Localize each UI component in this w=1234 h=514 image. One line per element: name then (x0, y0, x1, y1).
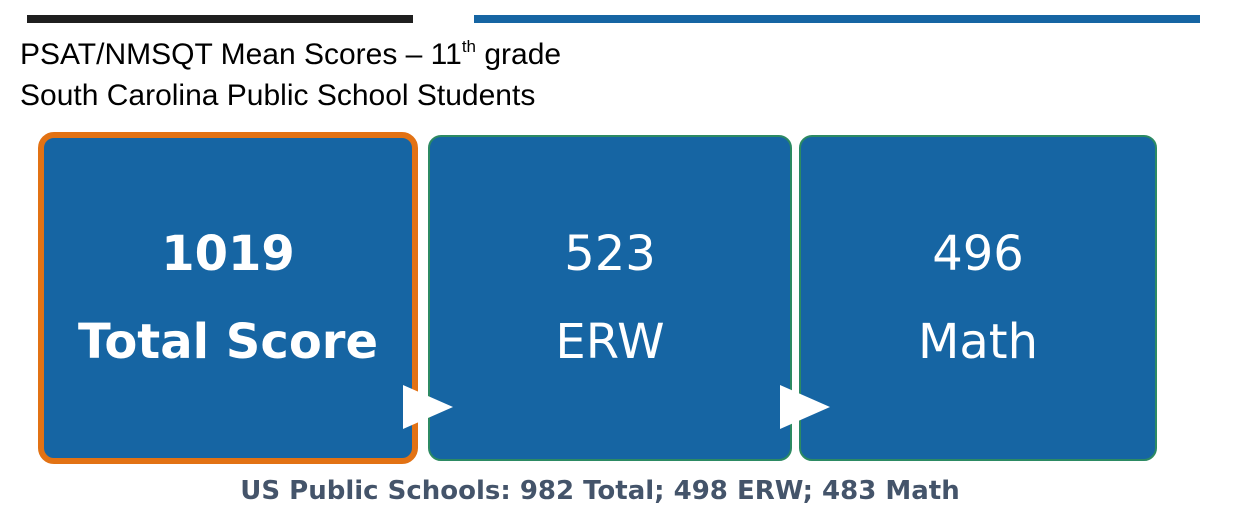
erw-score-card: 523 ERW (428, 135, 792, 461)
arrow-right-icon (780, 385, 830, 429)
top-divider-dark (27, 15, 413, 23)
total-score-card: 1019 Total Score (38, 132, 418, 464)
page-title: PSAT/NMSQT Mean Scores – 11th grade Sout… (20, 34, 561, 116)
erw-score-value: 523 (564, 226, 656, 282)
math-score-label: Math (917, 314, 1039, 370)
us-public-schools-note: US Public Schools: 982 Total; 498 ERW; 4… (240, 476, 960, 506)
total-score-value: 1019 (161, 226, 295, 282)
title-line-2: South Carolina Public School Students (20, 79, 536, 112)
arrow-right-icon (403, 385, 453, 429)
math-score-value: 496 (932, 226, 1024, 282)
math-score-card: 496 Math (799, 135, 1157, 461)
top-divider-blue (474, 15, 1200, 23)
total-score-label: Total Score (77, 314, 379, 370)
title-superscript: th (461, 37, 477, 56)
title-line-1: PSAT/NMSQT Mean Scores – 11th grade (20, 37, 562, 71)
erw-score-label: ERW (555, 314, 665, 370)
